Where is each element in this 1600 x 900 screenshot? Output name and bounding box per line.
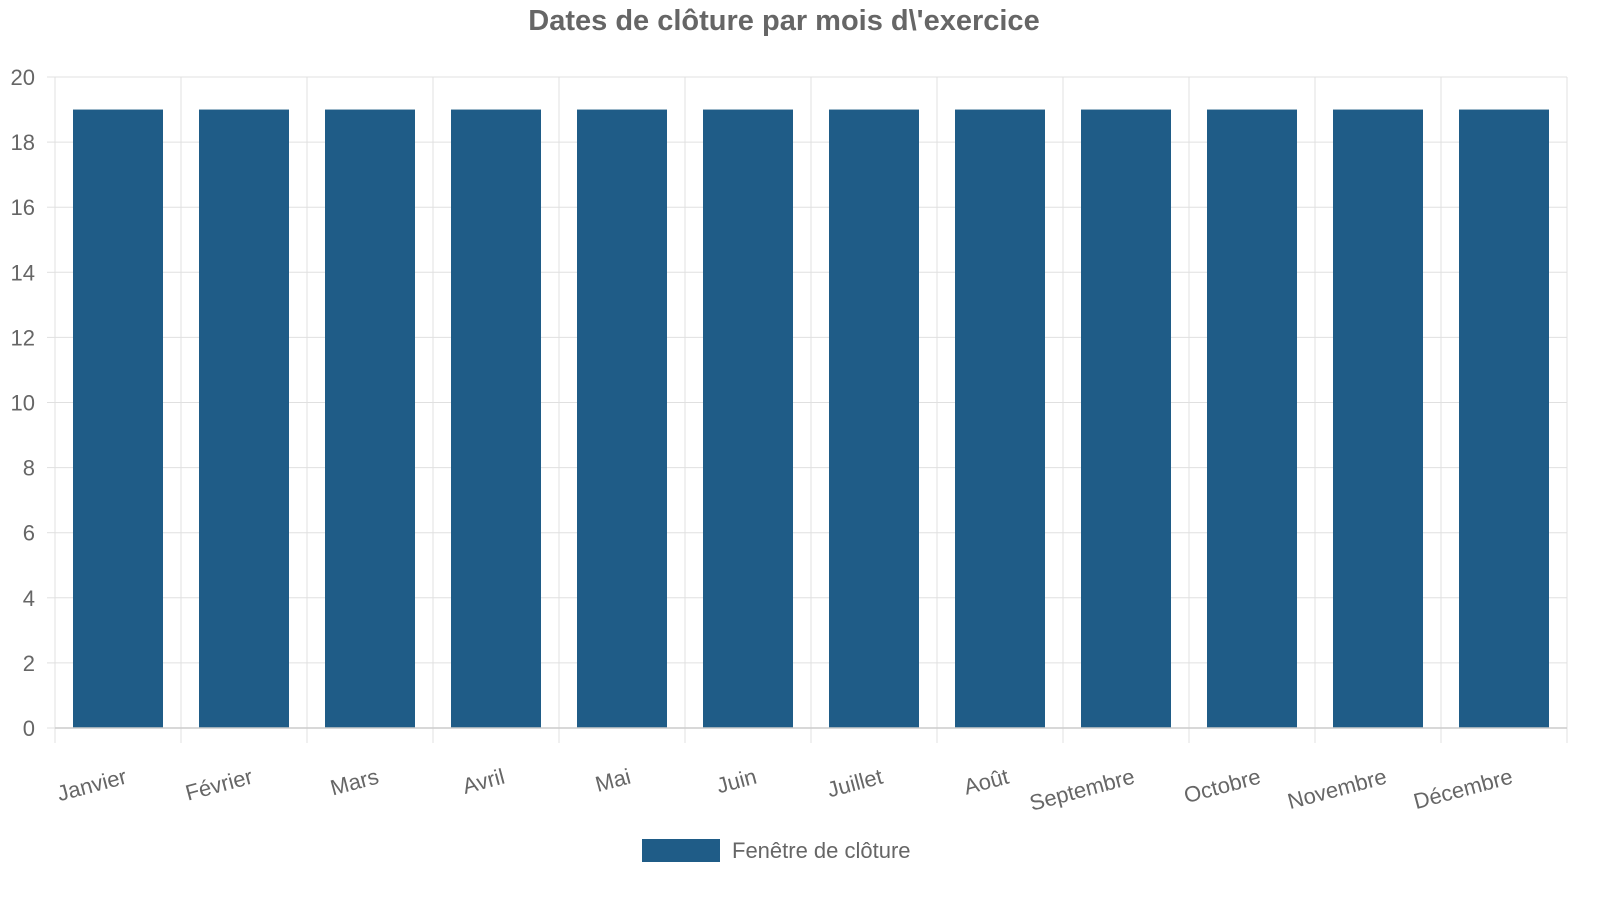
x-tick-label: Novembre xyxy=(1285,764,1389,814)
y-tick-label: 12 xyxy=(11,325,35,350)
y-tick-label: 10 xyxy=(11,391,35,416)
y-tick-label: 6 xyxy=(23,521,35,546)
x-tick-label: Octobre xyxy=(1181,764,1263,808)
y-tick-label: 0 xyxy=(23,716,35,741)
bar-septembre xyxy=(1081,109,1171,729)
bar-avril xyxy=(451,109,541,729)
x-tick-label: Avril xyxy=(460,764,507,799)
bar-décembre xyxy=(1459,109,1549,729)
legend-swatch[interactable] xyxy=(642,839,720,862)
bar-février xyxy=(199,109,289,729)
y-tick-label: 8 xyxy=(23,456,35,481)
bar-mai xyxy=(577,109,667,729)
x-tick-label: Mai xyxy=(593,764,634,797)
bar-mars xyxy=(325,109,415,729)
grid-lines xyxy=(54,76,1568,743)
y-tick-label: 14 xyxy=(11,260,35,285)
y-tick-label: 4 xyxy=(23,586,35,611)
legend[interactable]: Fenêtre de clôture xyxy=(642,838,911,863)
bar-juillet xyxy=(829,109,919,729)
bar-août xyxy=(955,109,1045,729)
y-tick-label: 2 xyxy=(23,651,35,676)
bar-novembre xyxy=(1333,109,1423,729)
x-tick-label: Septembre xyxy=(1027,764,1137,816)
x-tick-label: Février xyxy=(183,764,256,806)
x-tick-label: Décembre xyxy=(1411,764,1515,814)
x-axis-labels: Janvier Février Mars Avril Mai Juin Juillet Aoû… xyxy=(54,764,1515,816)
x-tick-label: Janvier xyxy=(54,764,129,807)
bar-janvier xyxy=(73,109,163,729)
y-axis-ticks: 0 2 4 6 8 10 12 14 16 18 20 xyxy=(11,65,55,741)
chart-title: Dates de clôture par mois d\'exercice xyxy=(528,5,1039,37)
y-tick-label: 16 xyxy=(11,195,35,220)
bar-octobre xyxy=(1207,109,1297,729)
x-tick-label: Août xyxy=(961,764,1011,800)
x-tick-label: Juillet xyxy=(824,764,885,803)
x-tick-label: Juin xyxy=(714,764,759,799)
legend-label: Fenêtre de clôture xyxy=(732,838,911,863)
bars xyxy=(73,109,1549,729)
x-tick-label: Mars xyxy=(328,764,382,801)
bar-juin xyxy=(703,109,793,729)
y-tick-label: 18 xyxy=(11,130,35,155)
y-tick-label: 20 xyxy=(11,65,35,90)
